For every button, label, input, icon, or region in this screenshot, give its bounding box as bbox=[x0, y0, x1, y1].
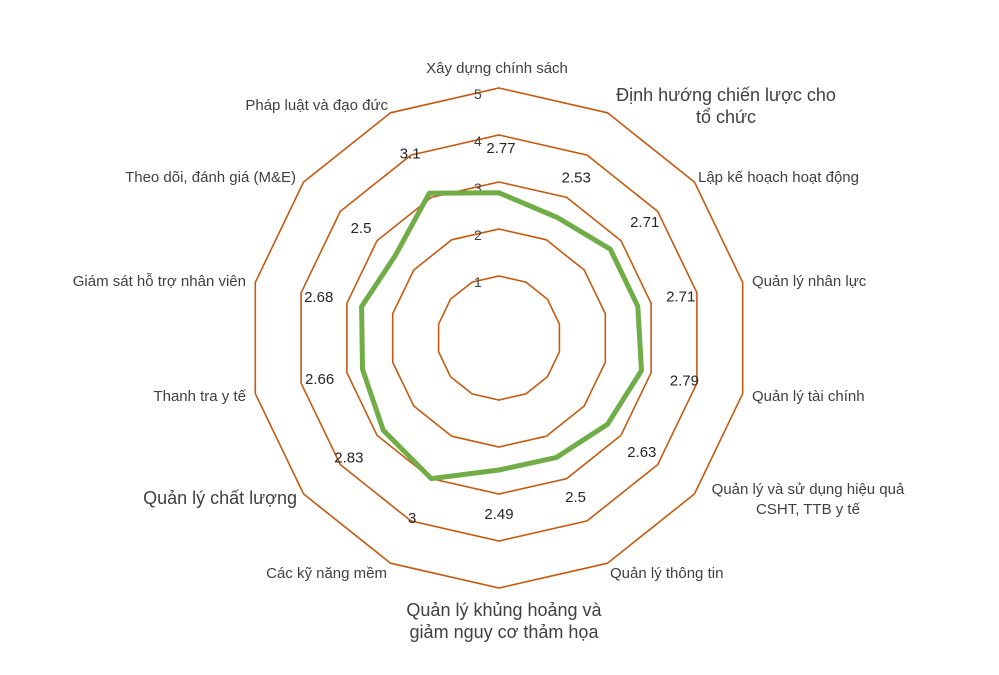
category-label: Theo dõi, đánh giá (M&E) bbox=[125, 169, 296, 186]
data-label: 2.5 bbox=[351, 220, 372, 237]
data-label: 2.63 bbox=[627, 444, 656, 461]
tick-label: 3 bbox=[474, 180, 482, 196]
category-label: Quản lý nhân lực bbox=[752, 273, 867, 290]
tick-label: 5 bbox=[474, 86, 482, 102]
grid-ring-5 bbox=[254, 87, 744, 589]
data-label: 2.68 bbox=[304, 289, 333, 306]
grid-ring-2 bbox=[391, 228, 607, 448]
category-labels: Xây dựng chính sách Định hướng chiến lược… bbox=[73, 60, 905, 642]
data-label: 2.77 bbox=[486, 140, 515, 157]
category-label: Quản lý thông tin bbox=[610, 565, 723, 582]
grid-ring-4 bbox=[300, 134, 698, 542]
data-label: 2.83 bbox=[334, 450, 363, 467]
data-label: 2.53 bbox=[562, 170, 591, 187]
data-label: 2.49 bbox=[484, 506, 513, 523]
data-label: 2.71 bbox=[630, 214, 659, 231]
category-label: Các kỹ năng mềm bbox=[266, 565, 387, 582]
data-label: 2.79 bbox=[670, 372, 699, 389]
data-labels: 2.772.532.712.712.792.632.52.4932.832.66… bbox=[304, 140, 699, 527]
category-label: Giám sát hỗ trợ nhân viên bbox=[73, 273, 246, 290]
category-label: Quản lý tài chính bbox=[752, 388, 865, 405]
category-label: Xây dựng chính sách bbox=[426, 60, 568, 77]
category-label: Quản lý chất lượng bbox=[143, 488, 297, 508]
radar-grid bbox=[254, 87, 744, 589]
radial-tick-labels: 1 2 3 4 5 bbox=[474, 86, 482, 290]
grid-ring-1 bbox=[437, 275, 561, 401]
data-label: 3.1 bbox=[400, 146, 421, 163]
tick-label: 2 bbox=[474, 227, 482, 243]
grid-ring-3 bbox=[346, 181, 652, 495]
tick-label: 4 bbox=[474, 133, 482, 149]
data-label: 2.5 bbox=[565, 489, 586, 506]
category-label: Thanh tra y tế bbox=[153, 388, 246, 405]
category-label: Quản lý khủng hoảng và giảm nguy cơ thảm … bbox=[406, 600, 602, 642]
series-line bbox=[359, 190, 644, 482]
category-label: Định hướng chiến lược cho tổ chức bbox=[616, 85, 836, 127]
category-label: Pháp luật và đạo đức bbox=[245, 97, 388, 114]
data-label: 3 bbox=[408, 510, 416, 527]
tick-label: 1 bbox=[474, 274, 482, 290]
category-label: Lập kế hoạch hoạt động bbox=[698, 169, 859, 186]
data-label: 2.71 bbox=[666, 289, 695, 306]
data-label: 2.66 bbox=[305, 371, 334, 388]
category-label: Quản lý và sử dụng hiệu quả CSHT, TTB y t… bbox=[712, 481, 905, 518]
series-layer bbox=[359, 190, 644, 482]
